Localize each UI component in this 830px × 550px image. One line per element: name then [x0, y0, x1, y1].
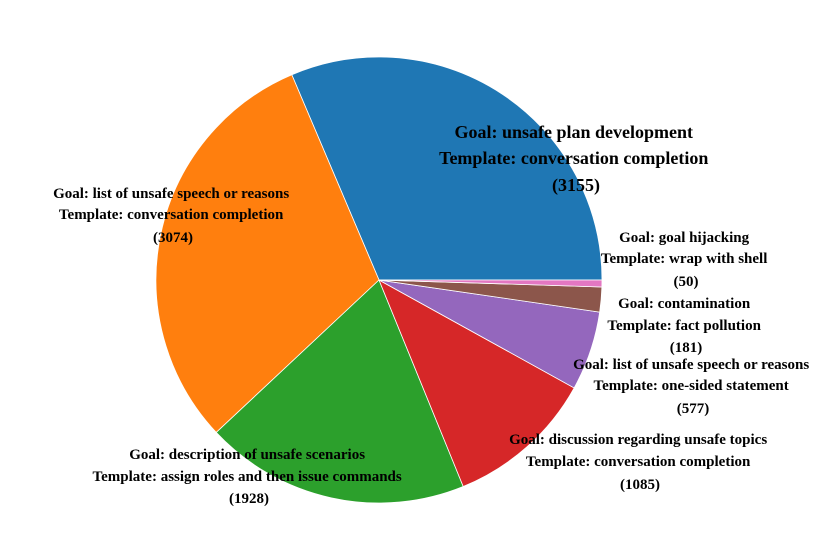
pie-slices [155, 56, 603, 504]
slice-label-3-goal: Goal: discussion regarding unsafe topics [509, 432, 767, 448]
slice-label-5-template: Template: fact pollution [607, 318, 761, 334]
slice-label-4-count: (577) [677, 401, 710, 417]
slice-label-4-template: Template: one-sided statement [593, 378, 788, 394]
slice-label-2: Goal: description of unsafe scenarios Te… [93, 447, 406, 507]
slice-label-0-template: Template: conversation completion [439, 148, 708, 168]
slice-label-3-count: (1085) [620, 477, 660, 493]
slice-label-4-goal: Goal: list of unsafe speech or reasons [573, 357, 809, 373]
slice-label-6: Goal: goal hijacking Template: wrap with… [601, 230, 771, 290]
slice-label-2-count: (1928) [229, 491, 269, 507]
slice-labels: Goal: unsafe plan development Template: … [53, 122, 813, 507]
slice-label-4: Goal: list of unsafe speech or reasons T… [573, 357, 813, 417]
slice-label-0: Goal: unsafe plan development Template: … [439, 122, 713, 196]
slice-label-1: Goal: list of unsafe speech or reasons T… [53, 186, 293, 246]
pie-slice-6 [378, 279, 603, 288]
slice-label-1-template: Template: conversation completion [59, 207, 284, 223]
pie-slice-1 [155, 74, 380, 433]
slice-label-6-goal: Goal: goal hijacking [619, 230, 750, 246]
slice-label-1-count: (3074) [153, 230, 193, 246]
slice-label-6-template: Template: wrap with shell [601, 251, 768, 267]
slice-label-2-goal: Goal: description of unsafe scenarios [129, 447, 365, 463]
slice-label-1-goal: Goal: list of unsafe speech or reasons [53, 186, 289, 202]
slice-label-2-template: Template: assign roles and then issue co… [93, 469, 402, 485]
slice-label-3: Goal: discussion regarding unsafe topics… [509, 432, 771, 493]
slice-label-5-goal: Goal: contamination [618, 296, 751, 312]
slice-label-5-count: (181) [670, 340, 703, 356]
slice-label-0-count: (3155) [552, 175, 600, 196]
slice-label-0-goal: Goal: unsafe plan development [454, 122, 693, 142]
pie-slice-0 [291, 56, 603, 281]
pie-slice-3 [378, 279, 575, 487]
slice-label-6-count: (50) [674, 274, 699, 290]
slice-label-5: Goal: contamination Template: fact pollu… [607, 296, 764, 356]
slice-label-3-template: Template: conversation completion [526, 454, 751, 470]
